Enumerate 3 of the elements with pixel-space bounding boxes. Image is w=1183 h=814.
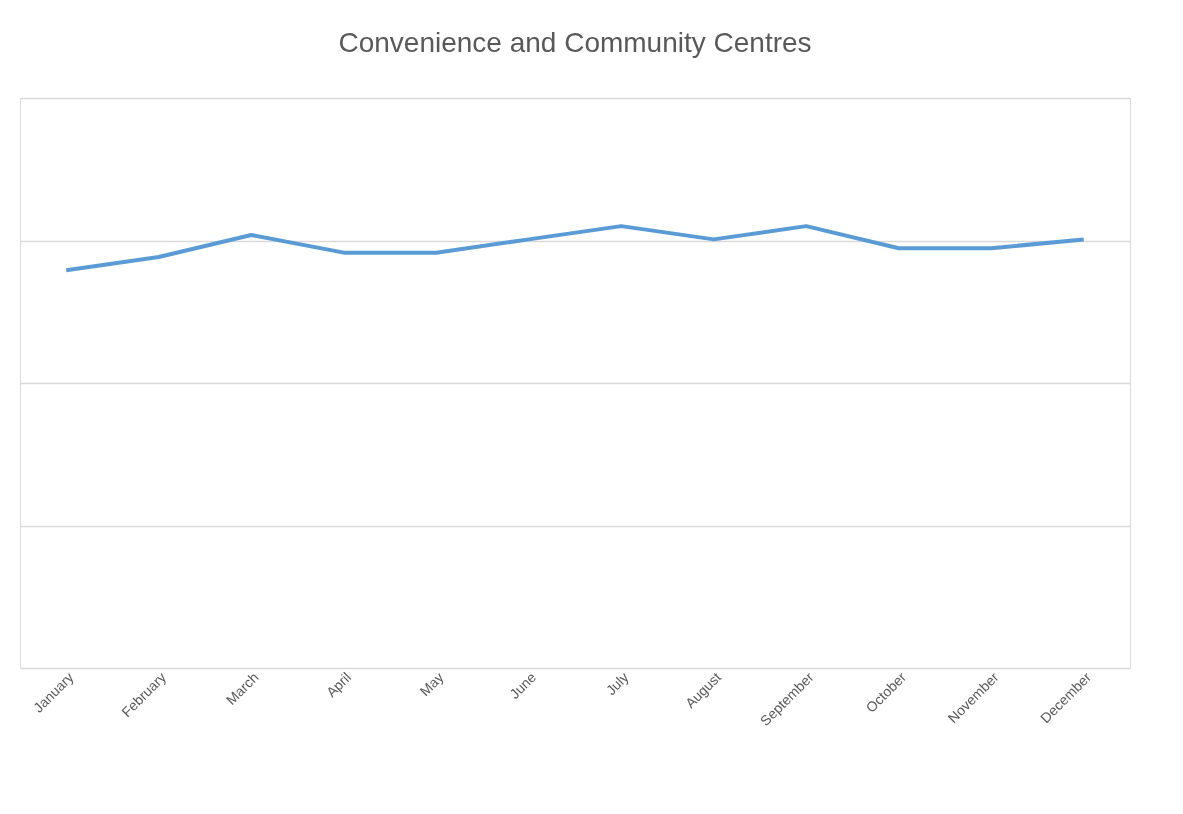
x-tick-label: July: [602, 669, 632, 699]
chart-title: Convenience and Community Centres: [338, 27, 812, 58]
x-tick-label: May: [416, 669, 447, 700]
